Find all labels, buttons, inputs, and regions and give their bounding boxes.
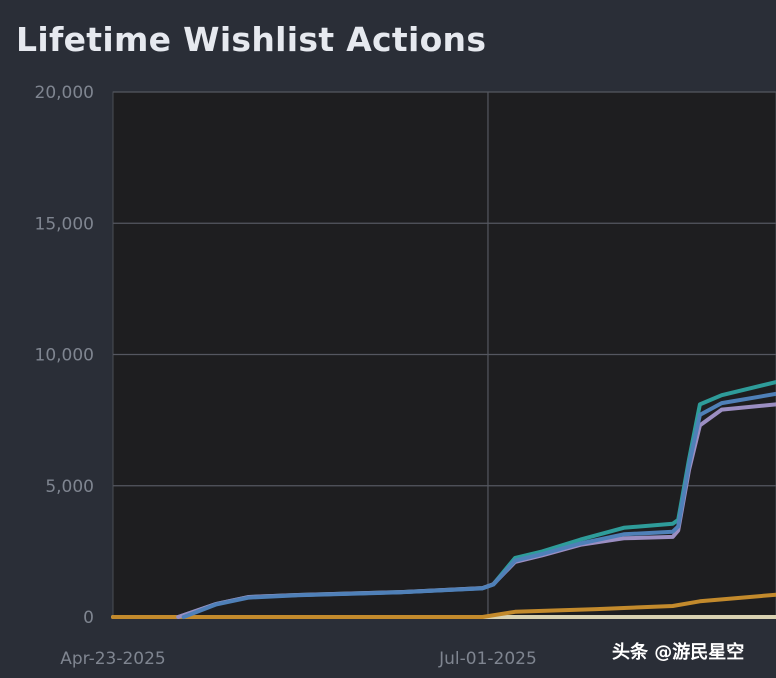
series-line-2: [181, 391, 776, 619]
y-tick-label: 10,000: [35, 346, 94, 366]
y-tick-label: 5,000: [45, 477, 94, 497]
series-line-3: [111, 592, 776, 619]
y-tick-label: 0: [83, 608, 94, 628]
watermark: 头条 @游民星空: [612, 642, 745, 663]
y-tick-label: 20,000: [35, 83, 94, 103]
y-tick-label: 15,000: [35, 214, 94, 234]
x-tick-label: Apr-23-2025: [60, 649, 166, 669]
chart-title: Lifetime Wishlist Actions: [16, 20, 487, 59]
x-tick-label: Jul-01-2025: [438, 649, 537, 669]
